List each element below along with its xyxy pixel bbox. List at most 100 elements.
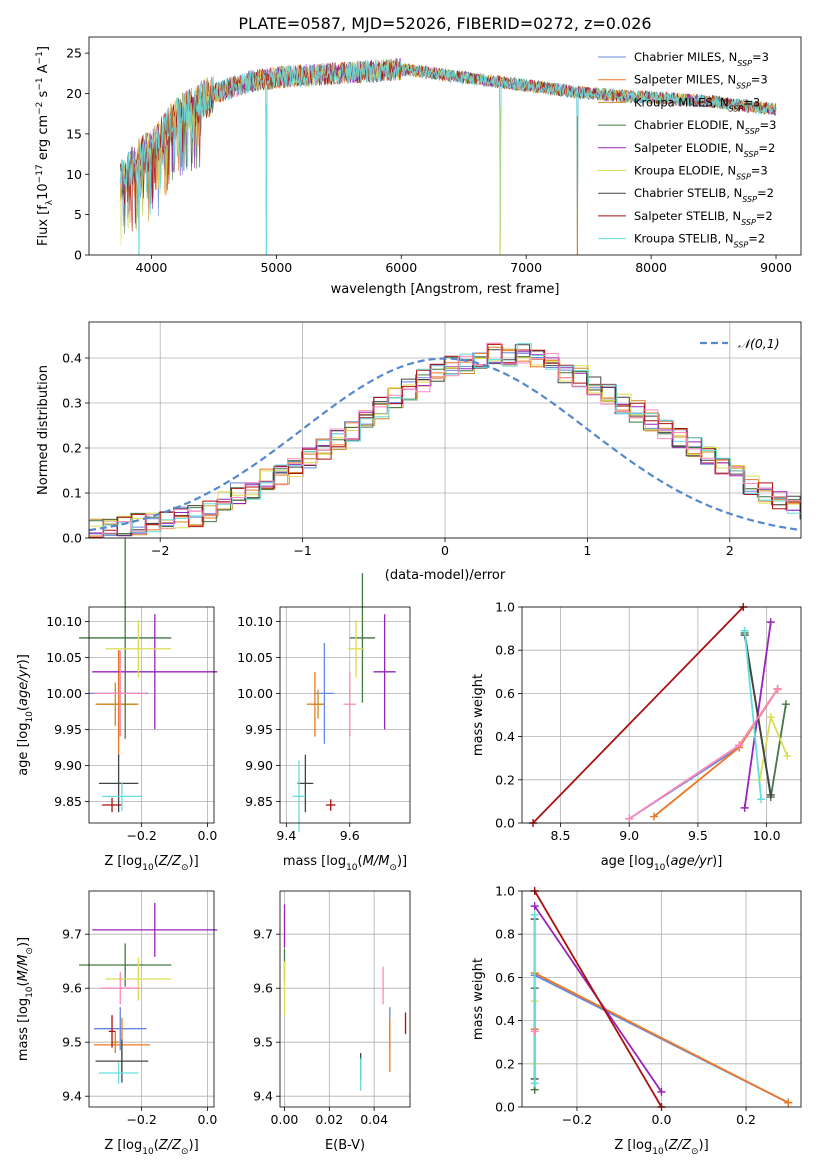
y-tick-label: 9.85 — [54, 794, 82, 809]
weight_vs_Z-axes: −0.2 0.0 0.2 0.0 0.2 0.4 0.6 0.8 1.0 — [495, 884, 801, 1127]
x-axis-label: Z [log10(Z/Z⊙)] — [104, 1138, 198, 1157]
weight-line — [532, 606, 744, 824]
x-tick-label: 8.5 — [551, 828, 571, 843]
y-tick-label: 0.3 — [62, 396, 82, 411]
x-axis-label: (data-model)/error — [385, 568, 506, 583]
x-tick-label: 9000 — [760, 260, 792, 275]
weight-marker — [766, 790, 775, 799]
y-tick-label: 0.0 — [495, 1100, 515, 1115]
x-tick-label: 0.00 — [271, 1112, 299, 1127]
weight_vs_age-frame — [521, 606, 802, 824]
weight-marker — [530, 910, 539, 919]
weight-marker — [766, 618, 775, 627]
weight-line — [628, 688, 779, 820]
age_vs_Z-axes: −0.2 0.0 9.85 9.90 9.95 10.00 10.05 10.10 — [46, 607, 217, 843]
y-axis-label: mass [log10(M/M⊙)] — [16, 937, 35, 1061]
legend-label: Salpeter STELIB, NSSP=2 — [634, 209, 773, 227]
y-tick-label: 20 — [66, 86, 82, 101]
weight-marker — [740, 626, 749, 635]
residual_hist-frame — [88, 321, 802, 539]
x-tick-label: −2 — [151, 543, 169, 558]
y-tick-label: 9.90 — [54, 758, 82, 773]
x-tick-label: 10.0 — [753, 828, 781, 843]
y-tick-label: 9.7 — [62, 927, 82, 942]
x-tick-label: −0.2 — [126, 828, 156, 843]
histogram-step-9 — [89, 342, 801, 538]
y-axis-label: mass weight — [471, 958, 486, 1040]
weight-line — [743, 630, 762, 800]
spectrum-line-8 — [119, 58, 777, 256]
y-tick-label: 9.95 — [245, 722, 273, 737]
y-tick-label: 0.2 — [495, 1056, 515, 1071]
x-tick-label: −0.2 — [562, 1112, 592, 1127]
x-tick-label: 0.2 — [736, 1112, 756, 1127]
y-tick-label: 0.0 — [62, 531, 82, 546]
x-axis-label: Z [log10(Z/Z⊙)] — [104, 854, 198, 873]
x-tick-label: 0.0 — [197, 1112, 217, 1127]
x-axis-label: mass [log10(M/M⊙)] — [283, 854, 407, 873]
y-tick-label: 10.05 — [237, 650, 273, 665]
histogram-step-7 — [89, 343, 801, 538]
x-tick-label: 5000 — [260, 260, 292, 275]
y-tick-label: 10.00 — [46, 686, 82, 701]
y-tick-label: 9.5 — [253, 1035, 273, 1050]
legend-label: Salpeter MILES, NSSP=3 — [634, 73, 768, 91]
spectrum-series — [119, 58, 777, 256]
y-tick-label: 0.6 — [495, 686, 515, 701]
y-tick-label: 9.7 — [253, 927, 273, 942]
x-tick-label: 0.0 — [197, 828, 217, 843]
y-tick-label: 15 — [66, 126, 82, 141]
normal-curve — [89, 357, 801, 532]
age_vs_Z-points — [79, 537, 218, 813]
legend-label: 𝒩(0,1) — [738, 336, 780, 351]
x-tick-label: 1 — [583, 543, 591, 558]
y-tick-label: 9.4 — [253, 1089, 273, 1104]
y-tick-label: 10.10 — [46, 614, 82, 629]
weight-marker — [740, 803, 749, 812]
legend-label: Kroupa MILES, NSSP=3 — [634, 95, 760, 113]
y-tick-label: 10 — [66, 167, 82, 182]
mass_vs_ebv-frame — [279, 890, 411, 1108]
weight-marker — [783, 752, 792, 761]
histogram-series — [89, 342, 801, 538]
weight-marker — [766, 713, 775, 722]
figure-title: PLATE=0587, MJD=52026, FIBERID=0272, z=0… — [238, 14, 651, 33]
weight-marker — [784, 1098, 793, 1107]
age_vs_mass-points — [292, 573, 396, 833]
histogram-legend: 𝒩(0,1) — [700, 336, 780, 351]
y-tick-label: 9.5 — [62, 1035, 82, 1050]
x-tick-label: 9.0 — [619, 828, 639, 843]
legend-label: Kroupa ELODIE, NSSP=3 — [634, 164, 768, 182]
x-tick-label: 9.6 — [340, 828, 360, 843]
age_vs_mass-axes: 9.4 9.6 9.85 9.90 9.95 10.00 10.05 10.10 — [237, 607, 410, 843]
y-tick-label: 25 — [66, 46, 82, 61]
weight-marker — [657, 1087, 666, 1096]
weight-marker — [625, 814, 634, 823]
histogram-step-8 — [89, 343, 801, 538]
y-tick-label: 1.0 — [495, 884, 515, 899]
x-tick-label: 2 — [726, 543, 734, 558]
x-tick-label: −1 — [293, 543, 311, 558]
x-tick-label: 7000 — [510, 260, 542, 275]
weight-marker — [649, 812, 658, 821]
y-tick-label: 0.6 — [495, 970, 515, 985]
y-tick-label: 0.2 — [495, 772, 515, 787]
histogram-step-6 — [89, 344, 801, 538]
weight-marker — [781, 700, 790, 709]
weight-marker — [773, 685, 782, 694]
histogram-step-4 — [89, 351, 801, 537]
x-tick-label: −0.2 — [126, 1112, 156, 1127]
mass_vs_Z-axes: −0.2 0.0 9.4 9.5 9.6 9.7 — [62, 891, 217, 1127]
age_vs_Z-frame — [88, 606, 215, 824]
spectrum-frame — [88, 36, 802, 256]
x-tick-label: 0.0 — [652, 1112, 672, 1127]
weight-marker — [530, 1079, 539, 1088]
spectrum-legend: Chabrier MILES, NSSP=3 Salpeter MILES, NS… — [598, 50, 776, 249]
weight-line — [534, 972, 789, 1104]
weight_vs_age-lines — [528, 603, 792, 827]
x-tick-label: 0.04 — [360, 1112, 388, 1127]
y-tick-label: 0.1 — [62, 486, 82, 501]
legend-label: Kroupa STELIB, NSSP=2 — [634, 232, 765, 250]
